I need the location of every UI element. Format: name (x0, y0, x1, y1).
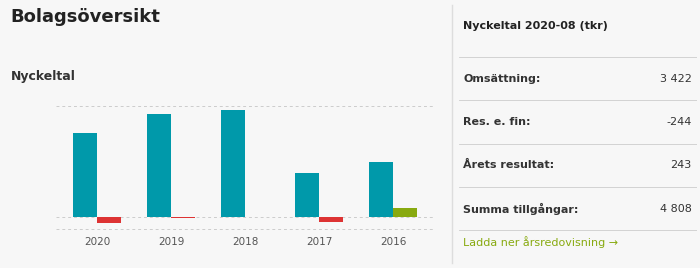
Text: Årets resultat:: Årets resultat: (463, 160, 554, 170)
Text: Omsättning:: Omsättning: (463, 73, 540, 84)
Text: Res. e. fin:: Res. e. fin: (463, 117, 531, 127)
Bar (295, 173, 319, 217)
Bar (245, 217, 269, 218)
Text: Ladda ner årsredovisning →: Ladda ner årsredovisning → (463, 237, 618, 248)
Text: Bolagsöversikt: Bolagsöversikt (10, 8, 160, 26)
Bar (393, 209, 416, 217)
Bar (319, 217, 343, 222)
Bar (97, 217, 120, 223)
Text: 243: 243 (671, 160, 692, 170)
Bar (171, 217, 195, 218)
Text: Nyckeltal: Nyckeltal (10, 70, 76, 83)
Text: -244: -244 (666, 117, 692, 127)
Text: Nyckeltal 2020-08 (tkr): Nyckeltal 2020-08 (tkr) (463, 21, 608, 31)
Bar (370, 162, 393, 217)
Bar (74, 133, 97, 217)
Text: 3 422: 3 422 (660, 73, 692, 84)
Text: Summa tillgångar:: Summa tillgångar: (463, 203, 579, 215)
Text: 4 808: 4 808 (660, 204, 692, 214)
Bar (147, 114, 171, 217)
Bar (221, 110, 245, 217)
